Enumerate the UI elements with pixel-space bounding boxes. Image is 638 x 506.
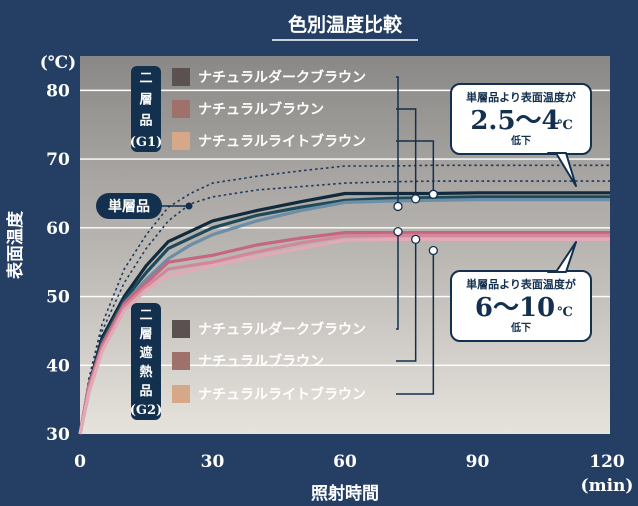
group-tag-char: 品 [139,384,152,399]
series-marker [428,245,438,256]
group-tag-char: 熱 [139,364,152,380]
y-axis-label: 表面温度 [5,210,26,279]
group-tag-char: (G2) [130,403,162,418]
callout-unit: ℃ [557,305,573,320]
series-line-g2 [78,237,610,435]
group-tag-char: 遮 [139,345,152,361]
callout-unit: ℃ [557,118,573,133]
y-tick-label: 30 [46,425,70,445]
series-line-single [79,180,610,435]
callout-box [450,83,592,155]
y-tick-label: 70 [46,150,70,170]
series-line-g2 [78,231,610,435]
callout-tail [547,241,577,273]
legend-swatch [172,352,190,370]
callout-footnote: 低下 [510,321,531,334]
legend-swatch [172,132,190,150]
series-marker [411,234,421,245]
series-marker [393,201,403,212]
legend-label: ナチュラルダークブラウン [198,69,366,86]
group-tag-bar [131,303,161,420]
chart-title: 色別温度比較 [288,13,403,36]
x-tick-label: 60 [333,452,357,472]
legend-label: ナチュラルダークブラウン [198,321,366,338]
callout-value: 2.5〜4 [470,106,559,136]
leader-lines [393,76,438,395]
y-tick-label: 80 [46,81,70,101]
x-axis-label: 照射時間 [311,483,379,504]
legend-label: ナチュラルブラウン [198,101,324,118]
legend-swatch [172,100,190,118]
leader-line-g2 [396,239,417,362]
x-tick-labels: 0 30 60 90 120 [74,452,625,472]
series-marker [411,194,421,204]
series-line-single [79,164,610,435]
legend-label: ナチュラルライトブラウン [198,386,366,403]
callout-value: 6〜10 [475,293,555,323]
leader-line-g1 [396,108,417,199]
group-tags: 単層品 [96,193,193,219]
series-line-g2 [78,233,610,435]
x-axis-unit: (min) [581,476,634,496]
y-axis-unit: (℃) [40,53,76,73]
group-tag-char: 層 [139,92,152,107]
leader-line-g2 [396,231,399,330]
group-tag-bar [131,66,161,152]
group-tag-char: 品 [139,114,152,129]
x-tick-label: 0 [74,452,86,472]
series-marker [428,189,438,199]
group-tag-char: 層 [139,327,152,342]
legend-swatch [172,320,190,338]
callout-box [450,270,592,342]
legend-label: ナチュラルライトブラウン [198,133,366,150]
y-tick-label: 60 [46,219,70,239]
callout-heading: 単層品より表面温度が [466,277,576,291]
callout-tail [547,152,577,187]
single-layer-tag [96,193,162,219]
leader-line-g1 [396,76,399,207]
series-marker [393,226,403,237]
single-layer-tag-label: 単層品 [108,198,150,215]
y-tick-label: 50 [46,288,70,308]
group-tag-char: 二 [139,308,152,323]
series-line-g1 [78,191,610,435]
x-tick-label: 120 [589,452,625,472]
callout-heading: 単層品より表面温度が [466,90,576,104]
series-lines [78,164,610,435]
y-tick-labels: 30 40 50 60 70 80 [46,81,70,445]
single-layer-marker [185,202,193,210]
legend-swatch [172,68,190,86]
series-line-g1 [78,195,610,435]
group-tag-char: 二 [139,71,152,86]
group-tag-char: (G1) [130,135,162,150]
x-tick-label: 30 [201,452,225,472]
x-tick-label: 90 [466,452,490,472]
leader-line-g1 [396,140,435,195]
callout-footnote: 低下 [510,134,531,147]
y-tick-label: 40 [46,356,70,376]
legend-swatch [172,385,190,403]
leader-line-g2 [396,250,435,395]
legend-label: ナチュラルブラウン [198,353,324,370]
